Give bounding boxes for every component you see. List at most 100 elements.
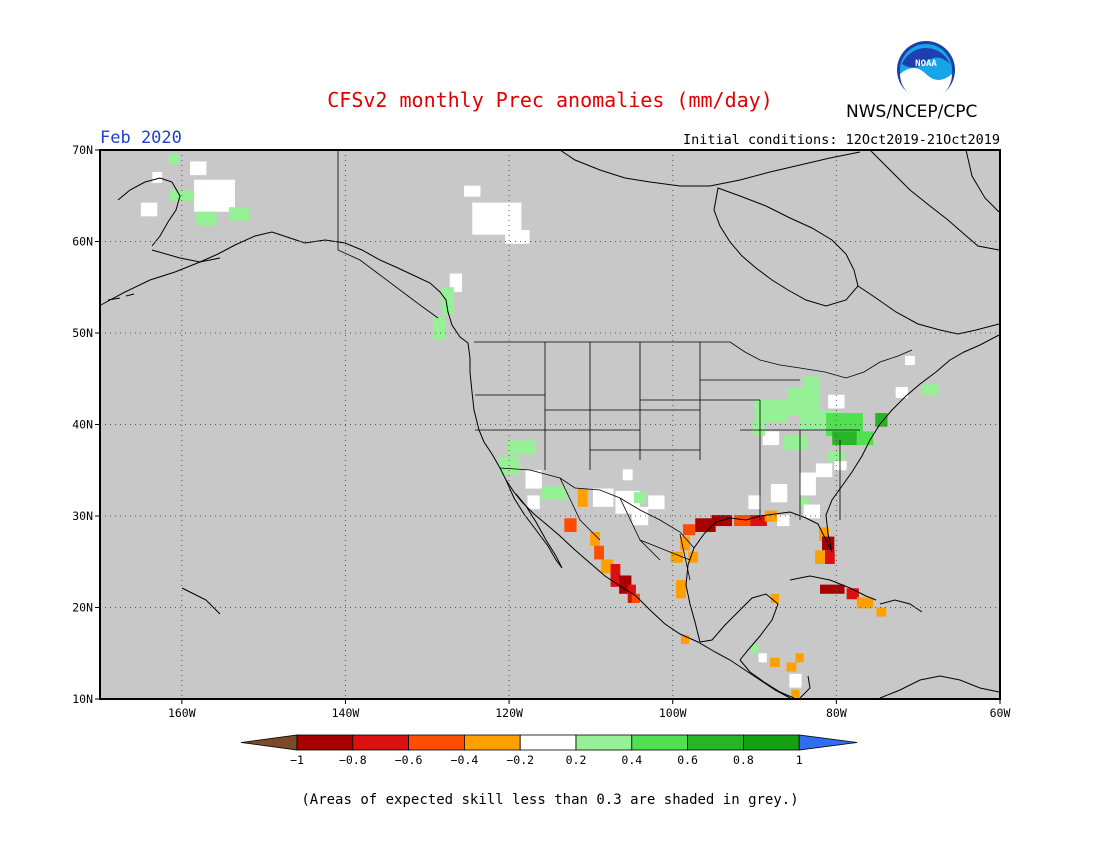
anomaly-cell <box>895 386 908 398</box>
anomaly-cell <box>734 515 751 527</box>
coastline-labrador <box>857 285 1000 335</box>
anomaly-cell <box>905 355 915 366</box>
anomaly-cell <box>680 634 690 645</box>
anomaly-cell <box>194 179 235 212</box>
anomaly-cell <box>815 550 825 565</box>
anomaly-cell <box>922 384 939 396</box>
colorbar-label: −0.4 <box>451 753 479 767</box>
colorbar-bin <box>743 734 800 751</box>
lat-label: 30N <box>72 509 93 523</box>
colorbar-bin <box>296 734 354 751</box>
anomaly-cell <box>777 515 790 527</box>
anomaly-cell <box>140 202 158 217</box>
anomaly-cell <box>527 495 540 510</box>
lat-label: 10N <box>72 692 93 706</box>
anomaly-cell <box>828 451 845 463</box>
coastline-baja <box>505 479 563 569</box>
anomaly-cell <box>783 435 808 450</box>
coastline-greenland <box>965 149 1000 213</box>
chart-title: CFSv2 monthly Prec anomalies (mm/day) <box>327 88 773 112</box>
anomaly-cell <box>676 580 686 599</box>
anomaly-cell <box>695 518 716 533</box>
colorbar-bin <box>519 734 577 751</box>
lat-label: 40N <box>72 418 93 432</box>
anomaly-cell <box>670 551 683 563</box>
border-alaska-canada <box>337 150 439 319</box>
coastline-gulf <box>685 334 1000 643</box>
anomaly-cell <box>875 413 888 427</box>
lon-label: 80W <box>826 706 847 720</box>
anomaly-cell <box>770 483 788 503</box>
anomaly-cell <box>648 495 665 510</box>
anomaly-cell <box>680 536 690 551</box>
lat-label: 70N <box>72 143 93 157</box>
lon-label: 140W <box>332 706 360 720</box>
anomaly-cell <box>752 422 765 436</box>
political-borders <box>337 150 913 581</box>
anomaly-cell <box>190 161 207 176</box>
anomaly-cell <box>750 644 759 654</box>
colorbar-bin <box>575 734 633 751</box>
forecast-month: Feb 2020 <box>100 128 182 148</box>
initial-conditions: Initial conditions: 12Oct2019-21Oct2019 <box>683 132 1000 148</box>
coastline-arctic <box>559 149 861 187</box>
anomaly-cell <box>819 527 829 542</box>
anomaly-cell <box>631 593 640 603</box>
anomaly-cell <box>770 593 780 603</box>
anomaly-cell <box>828 394 845 409</box>
logo-lettering: NOAA <box>915 59 937 69</box>
coastline-hudson-bay <box>713 187 859 307</box>
anomaly-cell <box>577 488 588 507</box>
anomaly-cell <box>856 597 874 609</box>
colorbar-bin <box>687 734 744 751</box>
anomaly-cell <box>786 662 797 672</box>
border-us-mexico <box>499 467 695 549</box>
colorbar-bin <box>352 734 409 751</box>
anomaly-cell <box>803 376 820 391</box>
coastline-south-america <box>879 675 1000 699</box>
anomaly-cell <box>754 399 788 423</box>
anomaly-cell <box>541 486 567 500</box>
borders-us-states <box>475 342 860 520</box>
lon-label: 100W <box>659 706 687 720</box>
anomaly-cell <box>601 559 614 574</box>
anomaly-cell <box>622 469 633 481</box>
colorbar-label: 0.8 <box>733 753 754 767</box>
anomaly-cell <box>507 440 536 455</box>
anomaly-cell <box>789 673 802 688</box>
anomaly-cell <box>152 171 163 183</box>
anomaly-cell <box>803 504 820 519</box>
longitude-labels: 160W 140W 120W 100W 80W 60W <box>168 706 1010 720</box>
coastline-aleutians <box>107 249 221 301</box>
noaa-logo: NOAA <box>896 40 956 100</box>
anomaly-cell <box>846 588 859 600</box>
coastline-alaska-peninsula <box>117 177 181 247</box>
anomaly-cell <box>820 584 845 594</box>
anomaly-cell <box>472 202 522 235</box>
colorbar-above-arrow <box>798 734 858 751</box>
anomaly-cell <box>748 495 761 510</box>
anomaly-cell <box>770 657 780 667</box>
anomaly-cell <box>798 497 809 507</box>
colorbar-label: 0.6 <box>677 753 698 767</box>
anomaly-cell <box>168 153 179 165</box>
lon-label: 60W <box>990 706 1011 720</box>
lat-label: 60N <box>72 235 93 249</box>
lat-lon-grid <box>100 150 1000 699</box>
colorbar-bin <box>631 734 688 751</box>
anomaly-cell <box>633 492 647 504</box>
anomaly-cell <box>196 211 217 226</box>
org-label: NWS/NCEP/CPC <box>846 102 978 122</box>
anomaly-cell <box>525 470 542 489</box>
noaa-seal-icon: NOAA <box>897 41 955 100</box>
anomaly-cell <box>795 653 804 663</box>
lat-label: 20N <box>72 601 93 615</box>
colorbar-label: −1 <box>290 753 304 767</box>
colorbar-below-arrow <box>240 734 298 751</box>
anomaly-cell <box>799 472 816 496</box>
anomaly-cell <box>610 564 621 587</box>
lon-label: 120W <box>495 706 523 720</box>
anomaly-cell <box>791 689 800 699</box>
anomaly-cell <box>750 515 767 527</box>
anomaly-cell <box>824 550 835 565</box>
